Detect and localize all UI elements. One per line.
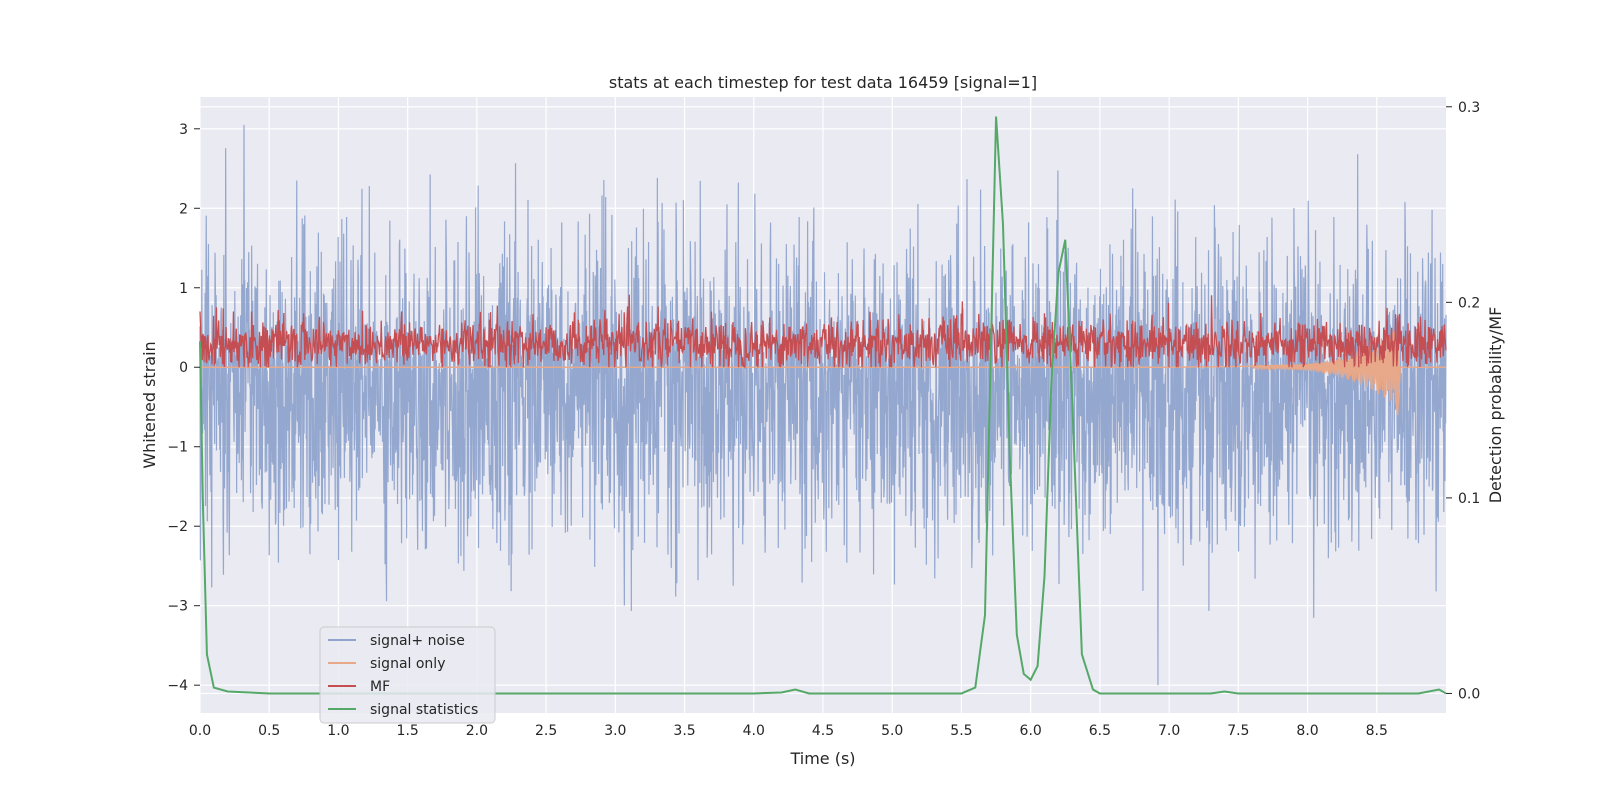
x-tick-label: 1.0: [327, 723, 349, 739]
legend-label-signal-noise: signal+ noise: [370, 633, 465, 649]
y2-axis-label: Detection probability/MF: [1486, 307, 1505, 504]
y-tick-label: −3: [167, 599, 188, 615]
legend-label-mf: MF: [370, 679, 390, 695]
chart-title: stats at each timestep for test data 164…: [609, 73, 1037, 92]
y2-tick-label: 0.3: [1458, 100, 1480, 116]
legend-label-signal-only: signal only: [370, 656, 445, 672]
x-tick-label: 7.5: [1227, 723, 1249, 739]
series-signal-noise-line: [199, 124, 1447, 686]
x-tick-label: 3.5: [673, 723, 695, 739]
x-tick-label: 5.0: [881, 723, 903, 739]
x-tick-label: 4.5: [812, 723, 834, 739]
y-tick-label: 0: [179, 360, 188, 376]
x-tick-label: 7.0: [1158, 723, 1180, 739]
y-tick-label: −4: [167, 678, 188, 694]
x-tick-label: 2.5: [535, 723, 557, 739]
y2-tick-label: 0.2: [1458, 295, 1480, 311]
series-mf-line: [199, 294, 1447, 370]
x-tick-label: 3.0: [604, 723, 626, 739]
y-tick-label: 1: [179, 281, 188, 297]
legend-box: [319, 626, 496, 724]
x-tick-label: 8.5: [1366, 723, 1388, 739]
x-tick-label: 2.0: [466, 723, 488, 739]
y2-tick-label: 0.1: [1458, 491, 1480, 507]
x-tick-label: 6.5: [1089, 723, 1111, 739]
x-axis-label: Time (s): [789, 749, 855, 768]
axes-layer: 0.0 0.5 1.0 1.5 2.0 2.5 3.0 3.5 4.0 4.5 5.0 5.5 6.0 6…: [167, 100, 1480, 739]
y-tick-label: −2: [167, 519, 188, 535]
x-tick-label: 0.0: [189, 723, 211, 739]
x-tick-label: 5.5: [950, 723, 972, 739]
x-tick-label: 4.0: [743, 723, 765, 739]
series-signal-statistics-line: [199, 116, 1447, 695]
x-tick-label: 1.5: [397, 723, 419, 739]
y-tick-label: 2: [179, 201, 188, 217]
y-tick-label: −1: [167, 440, 188, 456]
y-axis-label: Whitened strain: [140, 341, 159, 468]
series-signal-only-chirp: [1251, 330, 1400, 407]
x-tick-label: 0.5: [258, 723, 280, 739]
x-tick-label: 6.0: [1020, 723, 1042, 739]
x-tick-label: 8.0: [1296, 723, 1318, 739]
y2-tick-label: 0.0: [1458, 686, 1480, 702]
y-tick-label: 3: [179, 122, 188, 138]
series-layer: [199, 116, 1447, 695]
legend: signal+ noise signal only MF signal stat…: [319, 626, 496, 724]
legend-label-signal-statistics: signal statistics: [370, 702, 478, 718]
